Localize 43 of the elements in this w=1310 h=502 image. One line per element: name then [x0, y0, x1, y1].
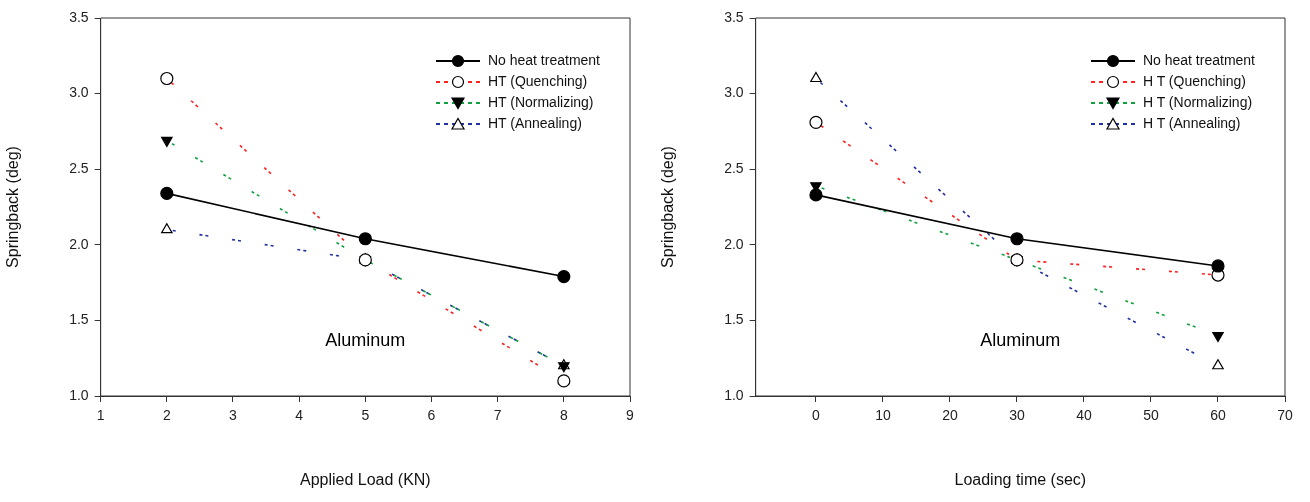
- annotation: Aluminum: [325, 329, 406, 350]
- y-tick-label: 1.5: [724, 311, 744, 328]
- legend-label: No heat treatment: [1142, 51, 1255, 70]
- y-tick-label: 2.5: [724, 160, 744, 177]
- x-tick-label: 1: [96, 407, 105, 424]
- x-tick-label: 2: [162, 407, 171, 424]
- y-tick-label: 3.0: [724, 84, 744, 101]
- legend-label: No heat treatment: [487, 51, 600, 70]
- legend-label: H T (Normalizing): [1142, 93, 1253, 112]
- x-tick-label: 6: [427, 407, 436, 424]
- y-tick-label: 2.0: [69, 235, 89, 252]
- y-tick-label: 3.5: [724, 8, 744, 25]
- x-tick-label: 8: [559, 407, 568, 424]
- x-tick-label: 40: [1076, 407, 1092, 424]
- x-tick-label: 50: [1143, 407, 1159, 424]
- legend-label: HT (Annealing): [487, 114, 582, 133]
- legend-label: HT (Normalizing): [487, 93, 594, 112]
- y-tick-label: 1.0: [69, 386, 89, 403]
- y-tick-label: 3.0: [69, 84, 89, 101]
- y-tick-label: 2.5: [69, 160, 89, 177]
- x-tick-label: 60: [1210, 407, 1226, 424]
- x-tick-label: 10: [875, 407, 891, 424]
- x-tick-label: 5: [361, 407, 370, 424]
- x-tick-label: 4: [295, 407, 304, 424]
- x-axis-title: Applied Load (KN): [299, 470, 431, 488]
- x-tick-label: 70: [1277, 407, 1293, 424]
- legend-label: H T (Quenching): [1142, 72, 1246, 91]
- y-axis-title: Springback (deg): [4, 146, 22, 268]
- legend-label: H T (Annealing): [1142, 114, 1241, 133]
- y-axis-title: Springback (deg): [659, 146, 677, 268]
- x-tick-label: 7: [493, 407, 502, 424]
- x-tick-label: 30: [1009, 407, 1025, 424]
- annotation: Aluminum: [980, 329, 1061, 350]
- y-tick-label: 3.5: [69, 8, 89, 25]
- x-tick-label: 9: [626, 407, 635, 424]
- y-tick-label: 1.0: [724, 386, 744, 403]
- x-tick-label: 0: [812, 407, 821, 424]
- y-tick-label: 1.5: [69, 311, 89, 328]
- y-tick-label: 2.0: [724, 235, 744, 252]
- legend-label: HT (Quenching): [487, 72, 588, 91]
- x-tick-label: 3: [229, 407, 238, 424]
- x-tick-label: 20: [942, 407, 958, 424]
- x-axis-title: Loading time (sec): [954, 470, 1087, 488]
